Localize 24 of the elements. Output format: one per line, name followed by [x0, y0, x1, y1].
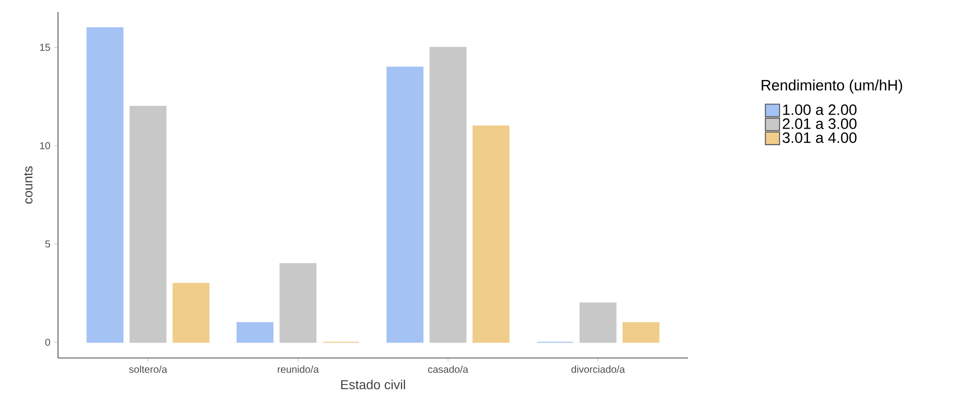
bar [622, 322, 660, 343]
bar [130, 106, 166, 343]
y-tick-label: 0 [45, 338, 50, 346]
x-tick-label: casado/a [428, 366, 468, 373]
bar [430, 46, 466, 343]
y-tick-label: 10 [40, 142, 50, 150]
bar [172, 282, 210, 343]
legend-label: 1.00 a 2.00 [783, 104, 856, 116]
x-axis-title: Estado civil [341, 380, 405, 390]
bar [86, 27, 124, 343]
bar [472, 126, 510, 343]
legend-title: Rendimiento (um/hH) [762, 79, 902, 94]
x-tick-label: reunido/a [278, 366, 319, 373]
bar [580, 302, 616, 343]
x-tick-label: divorciado/a [571, 366, 625, 373]
legend-label: 2.01 a 3.00 [782, 118, 856, 130]
bar [386, 66, 424, 343]
x-tick-label: soltero/a [129, 366, 168, 373]
y-tick-label: 5 [45, 240, 50, 248]
y-tick-label: 15 [40, 44, 50, 51]
y-axis-title: counts [24, 166, 32, 204]
legend-label: 3.01 a 4.00 [782, 132, 856, 143]
bar [280, 263, 316, 343]
bar [236, 322, 274, 343]
